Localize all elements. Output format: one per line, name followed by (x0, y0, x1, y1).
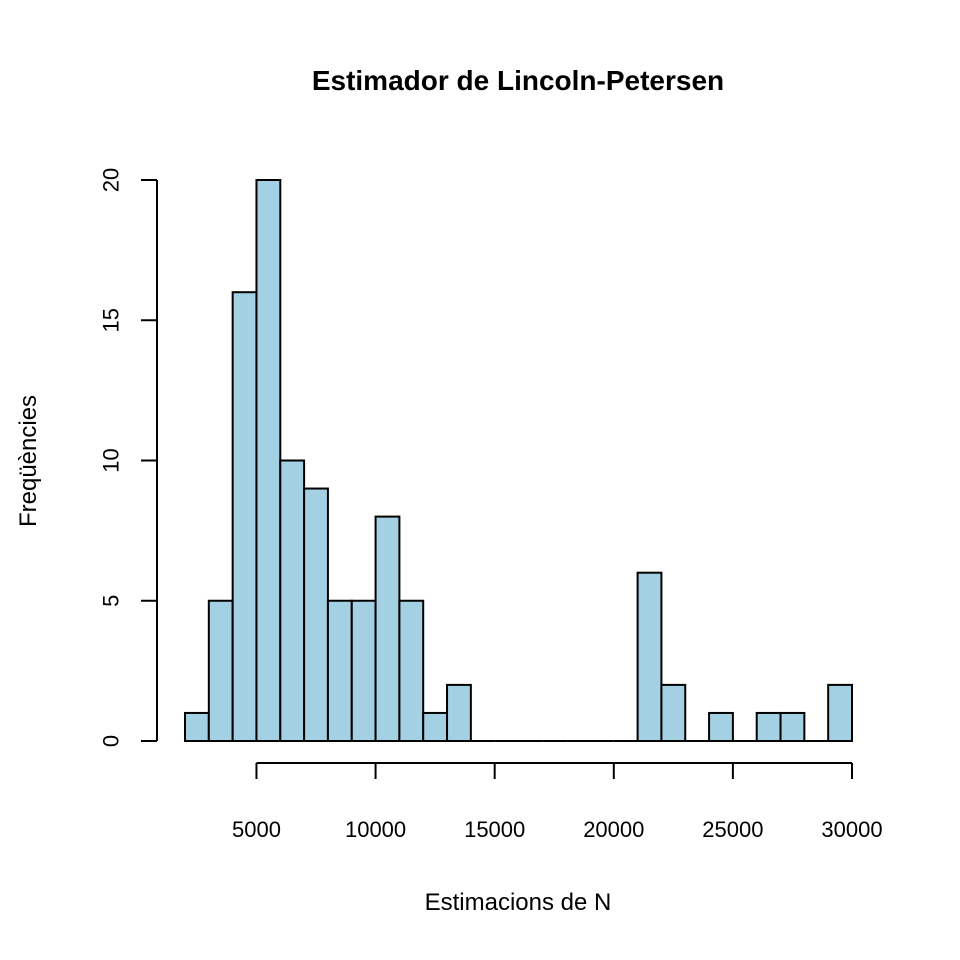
histogram-bar (255, 179, 282, 742)
histogram-bar (279, 459, 306, 742)
histogram-bar (398, 599, 425, 742)
histogram-bar (660, 683, 687, 743)
histogram-bar (374, 515, 401, 742)
histogram-bar (326, 599, 353, 742)
y-tick-label: 10 (99, 448, 124, 472)
y-axis: 0 5 10 15 20 (99, 168, 158, 747)
histogram-bar (184, 711, 210, 743)
x-tick-label: 20000 (583, 817, 644, 842)
x-tick-label: 15000 (464, 817, 525, 842)
histogram-bar (303, 487, 329, 742)
histogram-bar (446, 683, 472, 743)
y-tick-label: 20 (99, 168, 124, 192)
y-tick-label: 5 (99, 595, 124, 607)
x-axis-label: Estimacions de N (425, 889, 612, 916)
x-tick-label: 25000 (702, 817, 763, 842)
histogram-bar (231, 291, 258, 742)
histogram-bar (350, 599, 377, 742)
x-tick-label: 30000 (821, 817, 882, 842)
histogram-bar (755, 711, 782, 743)
y-axis-label: Freqüències (15, 395, 42, 527)
histogram-bar (636, 571, 663, 743)
histogram-bar (422, 711, 449, 743)
histogram-bar (207, 599, 234, 742)
histogram-bar (708, 711, 734, 743)
bars-group (184, 179, 854, 743)
x-tick-label: 5000 (232, 817, 281, 842)
histogram-bar (827, 683, 854, 743)
histogram-bar (779, 711, 806, 743)
x-tick-label: 10000 (345, 817, 406, 842)
y-tick-label: 15 (99, 308, 124, 332)
y-tick-label: 0 (99, 735, 124, 747)
chart-title: Estimador de Lincoln-Petersen (312, 65, 724, 96)
x-axis: 5000 10000 15000 20000 25000 30000 (232, 762, 883, 842)
